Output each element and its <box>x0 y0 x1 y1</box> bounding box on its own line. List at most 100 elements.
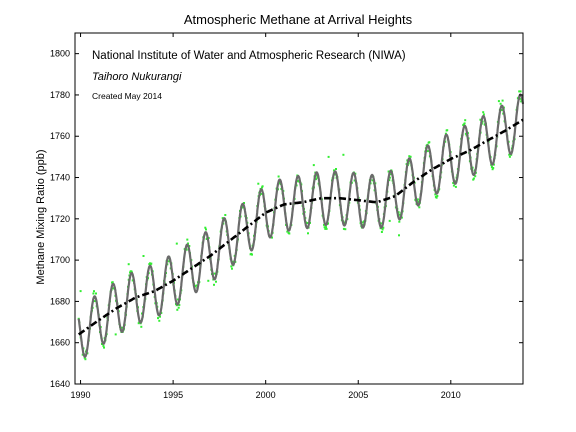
observation-point <box>157 317 159 320</box>
observation-point <box>129 271 131 274</box>
observation-point <box>325 226 327 229</box>
observation-point <box>230 265 233 268</box>
x-tick-label: 1990 <box>71 390 91 400</box>
observation-point <box>381 228 384 231</box>
annotation-created-date: Created May 2014 <box>92 91 162 101</box>
observation-point <box>435 196 438 199</box>
x-tick-label: 2000 <box>256 390 276 400</box>
observation-point <box>342 153 345 156</box>
observation-point <box>389 173 392 176</box>
observation-point <box>519 90 522 93</box>
observation-point <box>344 228 347 231</box>
observation-point <box>231 260 234 263</box>
observation-point <box>213 283 215 286</box>
observation-point <box>334 173 337 176</box>
plot-area <box>75 33 523 384</box>
plot-frame <box>74 32 524 385</box>
observation-point <box>382 226 385 229</box>
observation-point <box>114 333 117 336</box>
observation-point <box>137 322 140 325</box>
observation-point <box>187 242 189 245</box>
observation-point <box>520 100 523 103</box>
observation-point <box>342 227 345 230</box>
observation-point <box>159 315 161 318</box>
observation-point <box>471 166 474 169</box>
observation-point <box>335 168 337 170</box>
observation-point <box>463 122 466 125</box>
observation-point <box>150 262 153 265</box>
observation-point <box>371 179 374 182</box>
observation-point <box>205 228 207 231</box>
observation-point <box>177 306 180 309</box>
trend-line <box>77 118 524 336</box>
observation-point <box>79 290 82 293</box>
observation-point <box>207 279 210 282</box>
observation-point <box>103 346 105 349</box>
observation-point <box>472 178 475 181</box>
observation-point <box>388 219 391 222</box>
observation-point <box>327 155 330 158</box>
observation-point <box>102 344 105 347</box>
observation-point <box>312 164 315 167</box>
y-tick-label: 1660 <box>50 338 70 348</box>
observation-point <box>261 185 264 188</box>
observation-point <box>446 129 449 132</box>
observation-point <box>288 232 291 235</box>
observation-point <box>127 263 130 266</box>
observation-point <box>257 182 260 185</box>
observation-point <box>481 120 484 123</box>
observation-point <box>380 231 383 233</box>
observation-point <box>158 319 161 322</box>
observation-point <box>177 298 179 301</box>
observation-point <box>508 153 511 156</box>
observation-point <box>92 292 95 295</box>
observation-point <box>84 358 87 361</box>
observation-point <box>499 102 502 105</box>
observation-point <box>398 220 401 223</box>
observation-point <box>286 230 289 233</box>
observation-point <box>353 179 356 182</box>
observation-point <box>325 227 328 230</box>
observation-point <box>93 300 96 303</box>
y-axis-label: Methane Mixing Ratio (ppb) <box>35 149 47 284</box>
observation-point <box>271 236 273 239</box>
x-axis: 1990 1995 2000 2005 2010 <box>71 33 461 400</box>
observation-point <box>434 193 437 196</box>
observation-point <box>142 255 145 257</box>
observation-point <box>409 155 412 158</box>
data-layer <box>77 90 525 361</box>
observation-point <box>231 267 233 270</box>
observation-point <box>491 168 494 171</box>
x-tick-label: 2005 <box>348 390 368 400</box>
y-tick-label: 1720 <box>50 214 70 224</box>
observation-point <box>186 238 189 241</box>
observation-point <box>482 113 485 116</box>
observation-point <box>479 118 482 121</box>
observation-point <box>277 175 280 178</box>
observation-point <box>215 280 217 283</box>
observation-point <box>324 227 327 230</box>
observation-point <box>178 304 181 306</box>
observation-point <box>194 285 197 288</box>
observation-point <box>213 272 216 275</box>
observation-point <box>140 325 143 328</box>
annotation-organization: National Institute of Water and Atmosphe… <box>92 50 406 62</box>
observation-point <box>452 184 455 187</box>
observation-point <box>205 238 208 240</box>
observation-point <box>518 90 521 93</box>
y-axis: 1640 1660 1680 1700 1720 1740 1760 1780 1800 <box>50 49 523 389</box>
observation-point <box>323 223 325 226</box>
seasonal-fit-line <box>77 93 525 358</box>
observation-point <box>195 284 198 287</box>
observation-point <box>454 185 457 188</box>
x-tick-label: 2010 <box>441 390 461 400</box>
observation-point <box>101 343 103 345</box>
observation-point <box>464 119 467 122</box>
observation-point <box>408 155 411 158</box>
observation-point <box>472 177 475 180</box>
observation-point <box>243 202 245 204</box>
observation-point <box>175 242 178 245</box>
observation-point <box>93 290 95 293</box>
chart-title: Atmospheric Methane at Arrival Heights <box>184 12 413 27</box>
